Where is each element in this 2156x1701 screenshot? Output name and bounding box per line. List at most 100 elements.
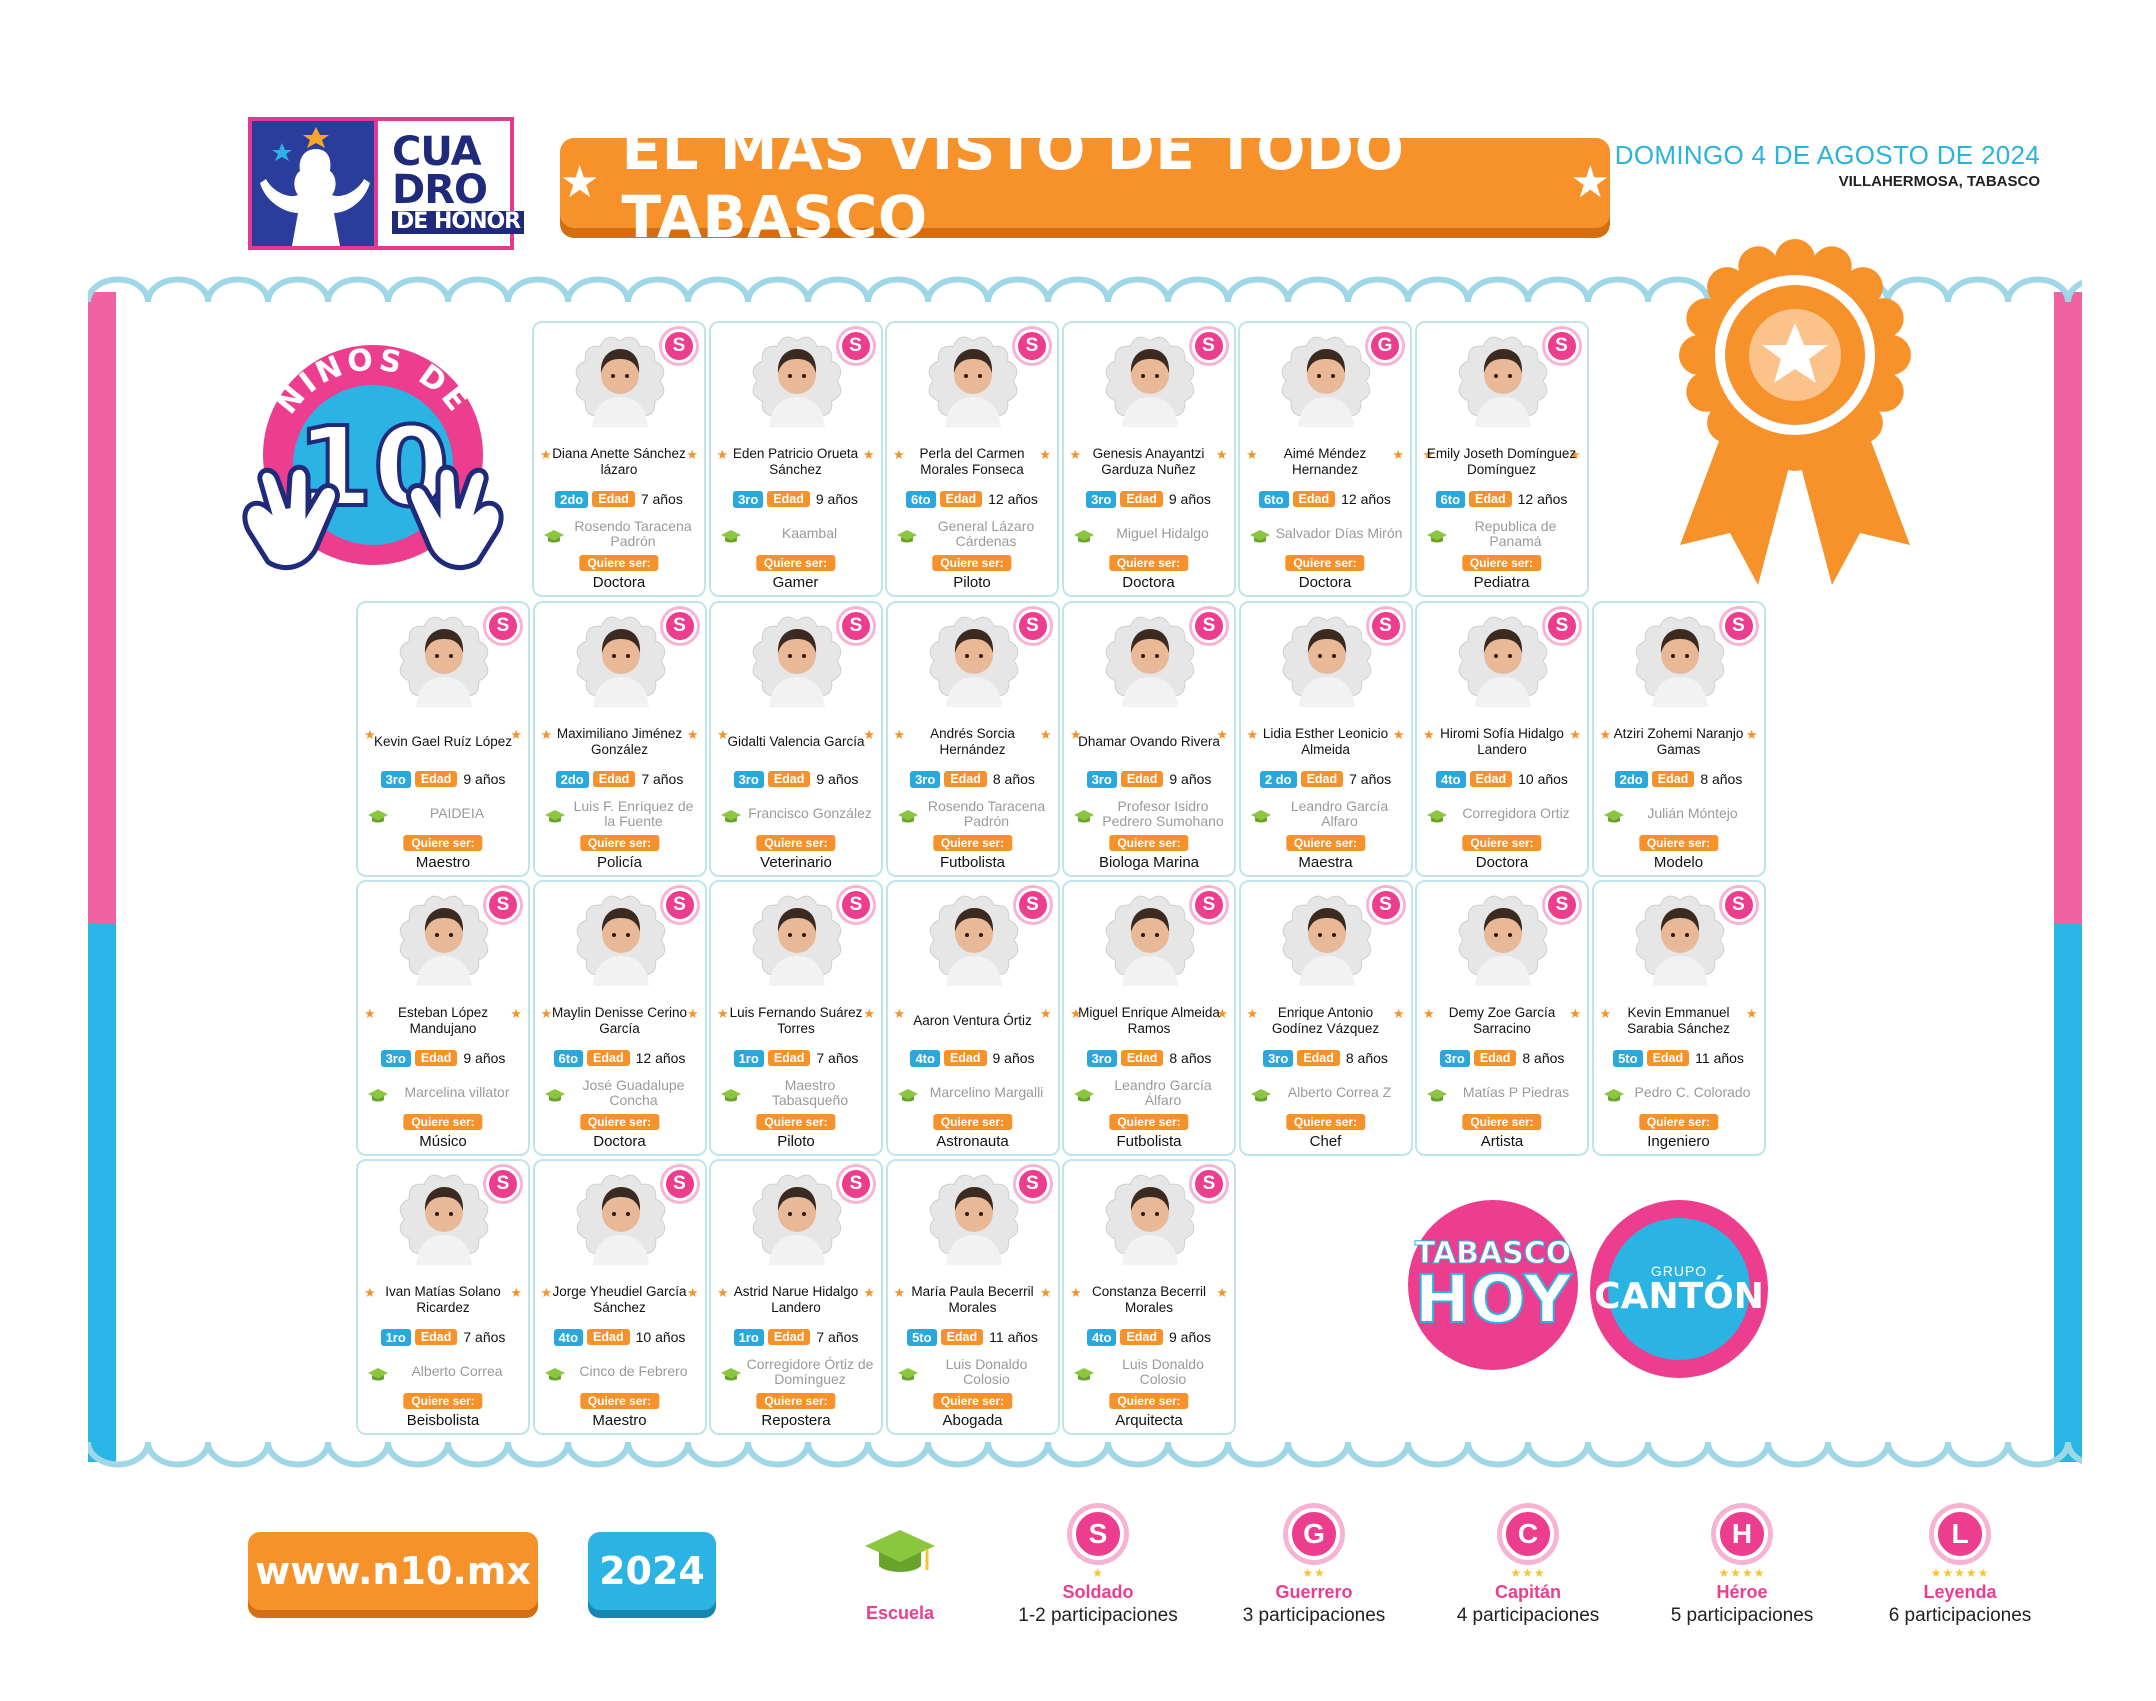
participation-badge: S — [1544, 329, 1579, 363]
student-card: S ★ ★ Eden Patricio Orueta Sánchez 3ro E… — [708, 321, 883, 597]
star-icon: ★ — [1423, 1006, 1435, 1021]
star-icon: ★ — [540, 447, 552, 462]
student-age: 8 años — [1345, 1050, 1388, 1066]
legend-stars-icon: ★ — [1092, 1566, 1104, 1580]
student-age: 11 años — [1695, 1050, 1744, 1066]
student-photo — [923, 331, 1023, 431]
star-icon: ★ — [863, 1285, 875, 1300]
graduation-cap-icon — [897, 810, 918, 823]
student-profession: Doctora — [1122, 574, 1175, 591]
graduation-cap-icon — [720, 530, 741, 543]
student-age: 7 años — [816, 1050, 859, 1066]
legend-name: Soldado — [1062, 1582, 1134, 1602]
edad-tag: Edad — [1120, 1050, 1164, 1066]
edad-tag: Edad — [414, 1050, 458, 1066]
student-meta: 3ro Edad 9 años — [1064, 489, 1234, 509]
star-icon: ★ — [1599, 727, 1612, 742]
student-card: S ★ ★ Demy Zoe García Sarracino 3ro Edad… — [1415, 880, 1589, 1156]
student-photo — [924, 611, 1024, 711]
student-meta: 1ro Edad 7 años — [711, 1048, 881, 1068]
student-age: 12 años — [1341, 491, 1391, 507]
student-profession: Doctora — [1298, 574, 1352, 591]
quiere-ser-tag: Quiere ser: — [579, 1114, 660, 1130]
edad-tag: Edad — [1651, 771, 1695, 787]
star-icon: ★ — [1215, 447, 1228, 462]
star-icon: ★ — [560, 158, 600, 207]
student-profession: Policía — [596, 854, 643, 871]
student-school: Pedro C. Colorado — [1634, 1084, 1751, 1101]
student-photo — [571, 611, 671, 711]
legend-description: 5 participaciones — [1670, 1605, 1814, 1626]
grade-tag: 4to — [910, 1049, 940, 1067]
graduation-cap-icon — [1427, 1089, 1447, 1102]
student-name: Luis Fernando Suárez Torres — [729, 1005, 863, 1036]
graduation-cap-icon — [544, 810, 565, 823]
participation-badge: S — [662, 888, 697, 922]
student-profession: Maestra — [1298, 854, 1353, 871]
graduation-cap-icon — [544, 530, 564, 543]
tabasco-hoy-line-2: HOY — [1414, 1260, 1573, 1338]
student-profession: Doctora — [593, 1133, 646, 1150]
student-school: PAIDEIA — [429, 805, 485, 822]
graduation-cap-icon — [1426, 530, 1447, 543]
website-link[interactable]: www.n10.mx — [248, 1532, 538, 1610]
star-icon: ★ — [1216, 727, 1228, 742]
student-photo — [747, 1169, 847, 1269]
student-meta: 5to Edad 11 años — [1594, 1048, 1764, 1068]
student-profession: Pediatra — [1473, 574, 1530, 591]
student-card: S ★ ★ Kevin Emmanuel Sarabia Sánchez 5to… — [1591, 880, 1766, 1156]
student-card: S ★ ★ Enrique Antonio Godínez Vázquez 3r… — [1238, 880, 1413, 1156]
student-card: S ★ ★ Luis Fernando Suárez Torres 1ro Ed… — [709, 880, 883, 1156]
student-card: S ★ ★ Astrid Narue Hidalgo Landero 1ro E… — [709, 1159, 883, 1435]
graduation-cap-icon — [897, 1089, 918, 1102]
student-age: 7 años — [640, 491, 683, 507]
student-name: Miguel Enrique Almeida Ramos — [1078, 1005, 1220, 1036]
student-photo — [571, 890, 671, 990]
student-meta: 4to Edad 9 años — [888, 1048, 1058, 1068]
student-meta: 3ro Edad 8 años — [1064, 1048, 1234, 1068]
year-badge: 2024 — [588, 1532, 716, 1610]
student-photo — [924, 1169, 1024, 1269]
student-age: 7 años — [641, 771, 684, 787]
student-school: General Lázaro Cárdenas — [937, 517, 1035, 549]
star-icon: ★ — [1599, 1006, 1612, 1021]
edad-tag: Edad — [414, 1329, 458, 1345]
student-school: Luis Donaldo Colosio — [945, 1355, 1028, 1387]
student-photo — [1100, 1169, 1200, 1269]
participation-badge: S — [486, 609, 520, 643]
graduation-cap-icon — [1074, 1368, 1094, 1381]
edad-tag: Edad — [1469, 771, 1513, 787]
star-icon: ★ — [893, 1006, 906, 1021]
student-name: Andrés Sorcia Hernández — [930, 726, 1015, 757]
legend-badge: G — [1288, 1508, 1340, 1560]
student-photo — [1100, 331, 1200, 431]
student-age: 9 años — [816, 771, 859, 787]
dateline: DOMINGO 4 DE AGOSTO DE 2024 VILLAHERMOSA… — [1615, 140, 2040, 190]
student-card: S ★ ★ Maximiliano Jiménez González 2do E… — [532, 601, 707, 877]
student-photo — [1453, 611, 1553, 711]
student-profession: Biologa Marina — [1098, 854, 1200, 871]
student-age: 10 años — [1518, 771, 1568, 787]
student-photo — [747, 331, 847, 431]
grade-tag: 3ro — [1263, 1049, 1294, 1067]
student-school: Francisco González — [748, 805, 872, 822]
quiere-ser-tag: Quiere ser: — [756, 1114, 836, 1130]
grade-tag: 4to — [553, 1328, 584, 1346]
graduation-cap-icon — [721, 1368, 741, 1381]
student-school: Rosendo Taracena Padrón — [574, 517, 692, 549]
grupo-canton-line-1: GRUPO — [1650, 1263, 1708, 1279]
star-icon: ★ — [540, 1285, 553, 1300]
legend-item: S ★ Soldado 1-2 participaciones — [998, 1508, 1198, 1627]
student-age: 11 años — [989, 1329, 1038, 1345]
student-age: 7 años — [463, 1329, 506, 1345]
student-card: S ★ ★ Lidia Esther Leonicio Almeida 2 do… — [1238, 601, 1413, 877]
student-name: Maylin Denisse Cerino García — [551, 1005, 688, 1036]
student-profession: Chef — [1309, 1133, 1342, 1150]
ninos-de-10-badge: NIÑOS DE 10 — [238, 330, 508, 600]
student-meta: 3ro Edad 9 años — [711, 769, 881, 789]
logo-line-2: DRO — [392, 167, 488, 214]
student-card: S ★ ★ Jorge Yheudiel García Sánchez 4to … — [532, 1159, 707, 1435]
star-icon: ★ — [717, 1006, 729, 1021]
star-icon: ★ — [1039, 1285, 1052, 1300]
frame-left-border — [88, 292, 116, 1462]
